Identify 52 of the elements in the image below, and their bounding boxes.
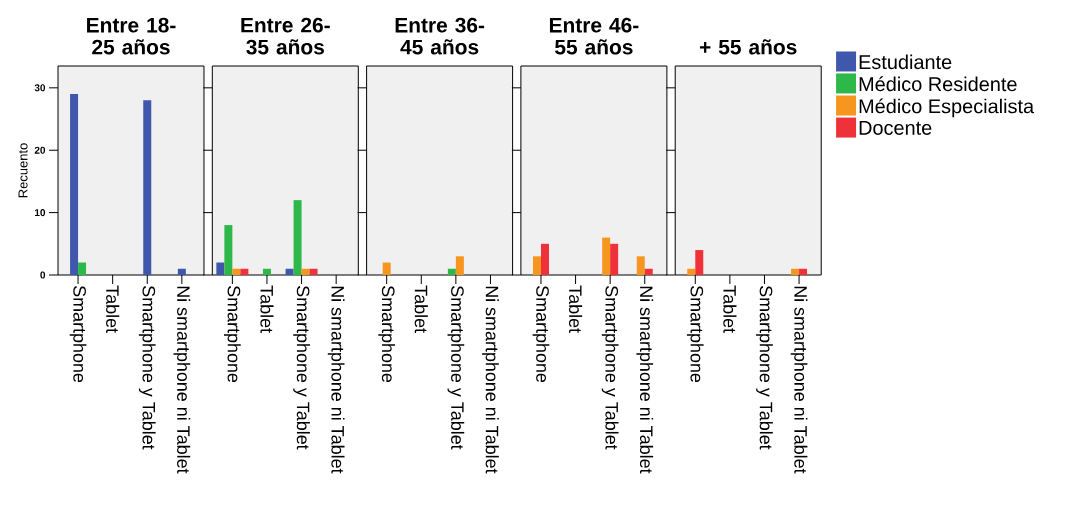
x-tick-label: Smartphone y Tablet: [601, 286, 619, 450]
bar: [224, 225, 233, 276]
legend-label: Médico Especialista: [859, 98, 1035, 118]
chart-title: + 55 años: [699, 39, 797, 55]
bar: [240, 268, 249, 276]
x-tick-label: Tablet: [260, 285, 274, 333]
legend-label: Estudiante: [859, 54, 952, 70]
x-tick-label: Smartphone y Tablet: [756, 286, 773, 450]
x-tick-label: Ni smartphone ni Tablet: [790, 286, 808, 474]
chart-title: Entre 26-35 años: [241, 17, 330, 55]
y-tick-label: 30: [34, 84, 46, 92]
x-tick-label: Smartphone y Tablet: [293, 286, 310, 450]
bar: [644, 268, 653, 276]
x-tick-label: Smartphone y Tablet: [447, 286, 465, 450]
x-tick-label: Smartphone: [532, 286, 550, 383]
bar: [540, 243, 549, 276]
bar: [532, 256, 541, 276]
x-tick-label: Ni smartphone ni Tablet: [482, 286, 499, 474]
x-tick-label: Tablet: [414, 285, 428, 333]
bar: [301, 268, 310, 276]
bar: [70, 94, 79, 276]
x-tick-label: Ni smartphone ni Tablet: [636, 286, 654, 474]
x-tick-label: Smartphone: [378, 286, 396, 383]
bar: [78, 262, 87, 276]
x-tick-label: Smartphone: [69, 286, 87, 383]
x-tick-label: Tablet: [723, 285, 737, 333]
x-tick-label: Smartphone y Tablet: [138, 286, 156, 450]
bar: [177, 268, 186, 276]
y-tick-label: 0: [40, 271, 46, 279]
bar: [602, 237, 611, 276]
x-tick-label: Ni smartphone ni Tablet: [327, 286, 345, 474]
y-tick-label: 10: [35, 209, 46, 217]
bar: [636, 256, 645, 276]
bar: [285, 268, 294, 276]
bar: [309, 268, 318, 276]
x-tick-label: Ni smartphone ni Tablet: [173, 286, 191, 474]
legend-label: Docente: [859, 120, 932, 135]
bar: [293, 200, 302, 276]
bar: [216, 262, 225, 276]
legend-label: Médico Residente: [859, 76, 1017, 92]
bar: [232, 268, 241, 276]
y-axis-title: Recuento: [18, 143, 28, 198]
bar: [610, 243, 619, 276]
x-tick-label: Smartphone: [224, 286, 241, 383]
chart-title: Entre 46-55 años: [549, 17, 639, 55]
x-tick-label: Tablet: [106, 285, 120, 333]
x-tick-label: Tablet: [568, 285, 583, 333]
y-tick-label: 20: [34, 146, 46, 154]
x-tick-label: Smartphone: [686, 286, 704, 383]
chart-title: Entre 36-45 años: [395, 17, 485, 55]
bar: [143, 100, 152, 276]
chart-title: Entre 18-25 años: [87, 17, 176, 55]
